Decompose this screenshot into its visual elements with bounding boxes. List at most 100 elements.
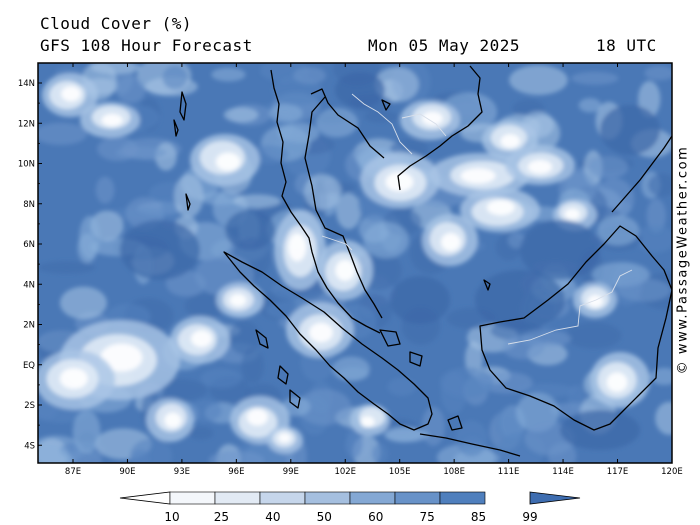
- coastline-indochina: [397, 65, 483, 191]
- cloud-patch: [364, 110, 399, 123]
- island-andaman-1: [179, 91, 187, 121]
- island-bangka: [379, 329, 401, 347]
- cloud-patch: [520, 220, 600, 280]
- cloud-patch: [587, 294, 603, 308]
- lat-tick-label: 2S: [24, 401, 35, 411]
- cloud-patch: [502, 335, 545, 360]
- lat-tick-label: 4S: [24, 441, 35, 451]
- cloud-patch: [649, 367, 672, 386]
- cloud-patch: [360, 416, 375, 428]
- cloud-patch: [61, 86, 81, 102]
- cloud-patch: [293, 66, 326, 85]
- map-area: [38, 63, 672, 463]
- lat-tick-label: 14N: [18, 79, 35, 89]
- island-andaman-2: [173, 119, 179, 137]
- cloud-patch: [95, 176, 115, 204]
- cloud-patch: [200, 368, 242, 388]
- cloud-patch: [390, 276, 450, 324]
- cloud-patch: [246, 408, 268, 426]
- coastline-gulf-north: [310, 88, 385, 159]
- forecast-subtitle: GFS 108 Hour Forecast: [40, 36, 253, 55]
- coastline-sumatra: [223, 251, 433, 431]
- cloud-patch: [38, 122, 88, 145]
- lon-tick-label: 93E: [174, 467, 190, 477]
- island-karimata: [447, 415, 463, 431]
- cloud-patch: [278, 433, 291, 443]
- colorbar-cell: [169, 491, 216, 505]
- cloud-patch: [233, 194, 281, 209]
- island-nicobar: [185, 193, 191, 211]
- cloud-patch: [315, 108, 359, 138]
- cloud-patch: [465, 341, 483, 377]
- cloud-patch: [578, 98, 602, 113]
- lat-tick-label: 12N: [18, 119, 35, 129]
- colorbar-cell: [439, 491, 486, 505]
- island-mentawai-1: [255, 329, 269, 349]
- cloud-patch: [241, 347, 265, 384]
- cloud-patch: [190, 330, 212, 348]
- lat-tick-label: 10N: [18, 160, 35, 170]
- cloud-patch: [120, 220, 200, 280]
- colorbar-tick-label: 99: [522, 510, 537, 524]
- island-phu-quoc: [381, 99, 391, 111]
- colorbar-tick-label: 60: [368, 510, 383, 524]
- cloud-patch: [223, 107, 259, 123]
- cloud-patch: [332, 356, 370, 382]
- island-belitung: [409, 351, 423, 367]
- cloud-patch: [59, 286, 107, 320]
- longitude-axis: 87E 90E 93E 96E 99E 102E 105E 108E 111E 114E 117E 1…: [65, 63, 683, 477]
- cloud-patch: [79, 215, 101, 259]
- cloud-patch: [571, 71, 619, 85]
- lon-tick-label: 90E: [119, 467, 135, 477]
- cloud-patch: [162, 65, 188, 90]
- cloud-patch: [38, 261, 96, 274]
- cloud-patch: [164, 412, 182, 428]
- colorbar-tick-label: 40: [265, 510, 280, 524]
- cloud-patch: [100, 343, 143, 372]
- cloud-patch: [440, 232, 461, 252]
- lat-tick-label: 6N: [23, 240, 35, 250]
- cloud-patch: [600, 105, 660, 155]
- lon-tick-label: 96E: [228, 467, 244, 477]
- cloud-patch: [101, 113, 123, 127]
- border-thai-malaysia: [321, 235, 353, 251]
- cloud-patch: [560, 410, 640, 450]
- cloud-patch: [208, 450, 265, 463]
- cloud-patch: [383, 426, 423, 443]
- cloud-patch: [371, 443, 389, 463]
- lon-tick-label: 120E: [661, 467, 683, 477]
- cloud-patch: [66, 449, 103, 463]
- lat-tick-label: 2N: [23, 321, 35, 331]
- cloud-patch: [363, 222, 409, 259]
- cloud-patch: [421, 406, 445, 446]
- border-thai-cambodia: [351, 93, 413, 155]
- cloud-patch: [188, 399, 222, 422]
- lon-tick-label: 114E: [552, 467, 574, 477]
- cloud-patch: [228, 320, 261, 355]
- cloud-patch: [564, 208, 581, 220]
- forecast-time: 18 UTC: [596, 36, 657, 55]
- colorbar-min-arrow: [119, 491, 171, 505]
- lon-tick-label: 87E: [65, 467, 81, 477]
- coastline-palawan: [611, 135, 672, 213]
- lon-tick-label: 99E: [283, 467, 299, 477]
- cloud-patch: [268, 103, 303, 123]
- cloud-patch: [566, 322, 622, 349]
- lon-tick-label: 111E: [498, 467, 520, 477]
- cloud-patch: [460, 168, 496, 184]
- cloud-patch: [335, 72, 385, 108]
- colorbar-tick-label: 25: [214, 510, 229, 524]
- cloud-patch: [387, 377, 417, 396]
- lon-tick-label: 102E: [334, 467, 356, 477]
- cloud-patch: [38, 444, 73, 463]
- cloud-patch: [439, 367, 494, 398]
- colorbar-cell: [259, 491, 306, 505]
- cloud-cover-field: [38, 63, 672, 463]
- latitude-axis: 14N 12N 10N 8N 6N 4N 2N EQ 2S 4S: [18, 79, 42, 451]
- cloud-patch: [97, 136, 139, 162]
- cloud-patch: [644, 65, 672, 81]
- island-natuna: [483, 279, 491, 291]
- cloud-patch: [475, 270, 565, 330]
- lat-tick-label: 4N: [23, 280, 35, 290]
